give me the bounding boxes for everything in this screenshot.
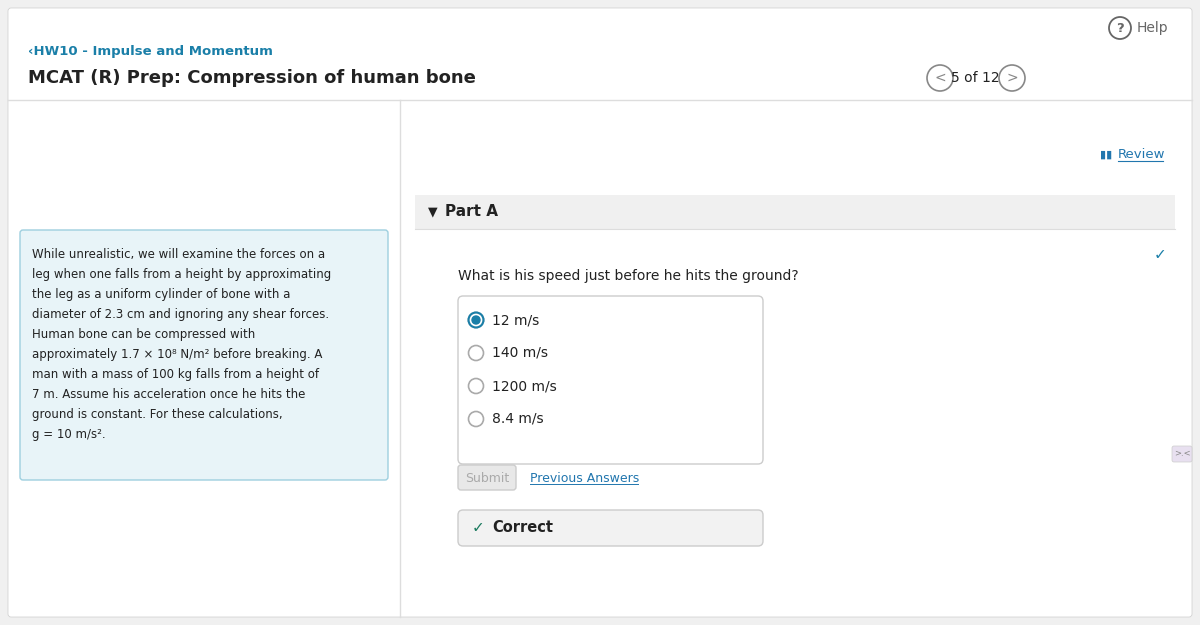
Text: What is his speed just before he hits the ground?: What is his speed just before he hits th… (458, 269, 799, 283)
Text: 12 m/s: 12 m/s (492, 313, 539, 327)
Text: 8.4 m/s: 8.4 m/s (492, 412, 544, 426)
Text: Part A: Part A (445, 204, 498, 219)
FancyBboxPatch shape (20, 230, 388, 480)
Text: >: > (1006, 71, 1018, 85)
Text: g = 10 m/s².: g = 10 m/s². (32, 428, 106, 441)
Text: Review: Review (1118, 149, 1165, 161)
Text: 140 m/s: 140 m/s (492, 346, 548, 360)
FancyBboxPatch shape (8, 8, 1192, 617)
Text: ‹HW10 - Impulse and Momentum: ‹HW10 - Impulse and Momentum (28, 46, 272, 59)
Text: ✓: ✓ (1153, 248, 1166, 262)
Text: <: < (934, 71, 946, 85)
FancyBboxPatch shape (415, 195, 1175, 229)
Text: ▼: ▼ (428, 206, 438, 219)
FancyBboxPatch shape (458, 465, 516, 490)
Text: ?: ? (1116, 21, 1124, 34)
Text: 7 m. Assume his acceleration once he hits the: 7 m. Assume his acceleration once he hit… (32, 388, 305, 401)
Text: ✓: ✓ (472, 521, 485, 536)
Text: approximately 1.7 × 10⁸ N/m² before breaking. A: approximately 1.7 × 10⁸ N/m² before brea… (32, 348, 323, 361)
Text: the leg as a uniform cylinder of bone with a: the leg as a uniform cylinder of bone wi… (32, 288, 290, 301)
FancyBboxPatch shape (458, 510, 763, 546)
FancyBboxPatch shape (1172, 446, 1192, 462)
Text: 5 of 12: 5 of 12 (950, 71, 1000, 85)
Text: ▮▮: ▮▮ (1100, 150, 1112, 160)
Text: MCAT (R) Prep: Compression of human bone: MCAT (R) Prep: Compression of human bone (28, 69, 476, 87)
Circle shape (472, 316, 480, 324)
Text: 1200 m/s: 1200 m/s (492, 379, 557, 393)
Text: Previous Answers: Previous Answers (530, 471, 640, 484)
FancyBboxPatch shape (458, 296, 763, 464)
Text: man with a mass of 100 kg falls from a height of: man with a mass of 100 kg falls from a h… (32, 368, 319, 381)
Text: Help: Help (1138, 21, 1169, 35)
Text: Human bone can be compressed with: Human bone can be compressed with (32, 328, 256, 341)
Text: Correct: Correct (492, 521, 553, 536)
Text: >.<: >.< (1174, 449, 1190, 459)
Text: Submit: Submit (464, 471, 509, 484)
Text: leg when one falls from a height by approximating: leg when one falls from a height by appr… (32, 268, 331, 281)
Text: diameter of 2.3 cm and ignoring any shear forces.: diameter of 2.3 cm and ignoring any shea… (32, 308, 329, 321)
Text: While unrealistic, we will examine the forces on a: While unrealistic, we will examine the f… (32, 248, 325, 261)
Text: ground is constant. For these calculations,: ground is constant. For these calculatio… (32, 408, 283, 421)
